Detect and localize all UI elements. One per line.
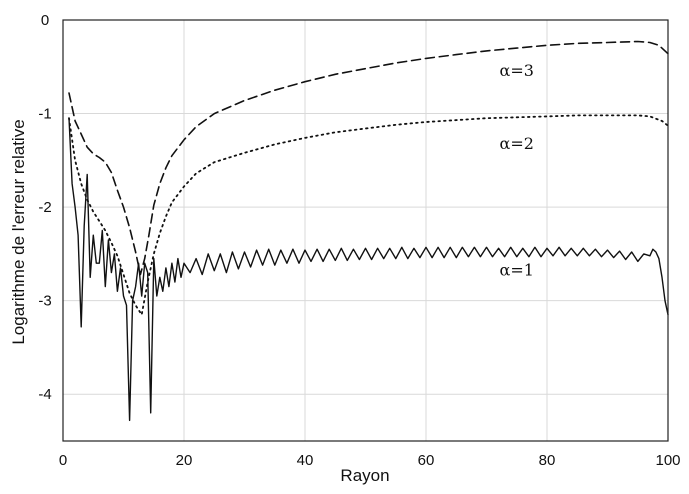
x-tick-label: 20 bbox=[176, 452, 193, 469]
series-label-dotted: α=2 bbox=[500, 134, 534, 153]
x-tick-label: 100 bbox=[655, 452, 680, 469]
x-tick-label: 80 bbox=[539, 452, 556, 469]
y-axis-label: Logarithme de l'erreur relative bbox=[9, 119, 28, 344]
series-label-dashed: α=3 bbox=[500, 61, 534, 80]
series-layer bbox=[68, 40, 669, 422]
y-tick-label: -1 bbox=[38, 106, 51, 123]
series-labels: α=3 α=2 α=1 bbox=[500, 61, 534, 279]
tick-labels: 0 20 40 60 80 100 0 -1 -2 -3 -4 bbox=[38, 12, 680, 469]
x-tick-label: 0 bbox=[59, 452, 67, 469]
grid-lines bbox=[63, 20, 668, 441]
x-axis-label: Rayon bbox=[340, 466, 389, 485]
series-label-solid: α=1 bbox=[500, 260, 534, 279]
series-line-solid bbox=[68, 117, 669, 422]
y-tick-label: -2 bbox=[38, 199, 51, 216]
x-tick-label: 60 bbox=[418, 452, 435, 469]
y-tick-label: -4 bbox=[38, 386, 51, 403]
plot-frame bbox=[62, 19, 669, 442]
y-tick-label: 0 bbox=[41, 12, 49, 29]
y-tick-label: -3 bbox=[38, 293, 51, 310]
series-line-dashed bbox=[68, 40, 669, 276]
x-tick-label: 40 bbox=[297, 452, 314, 469]
